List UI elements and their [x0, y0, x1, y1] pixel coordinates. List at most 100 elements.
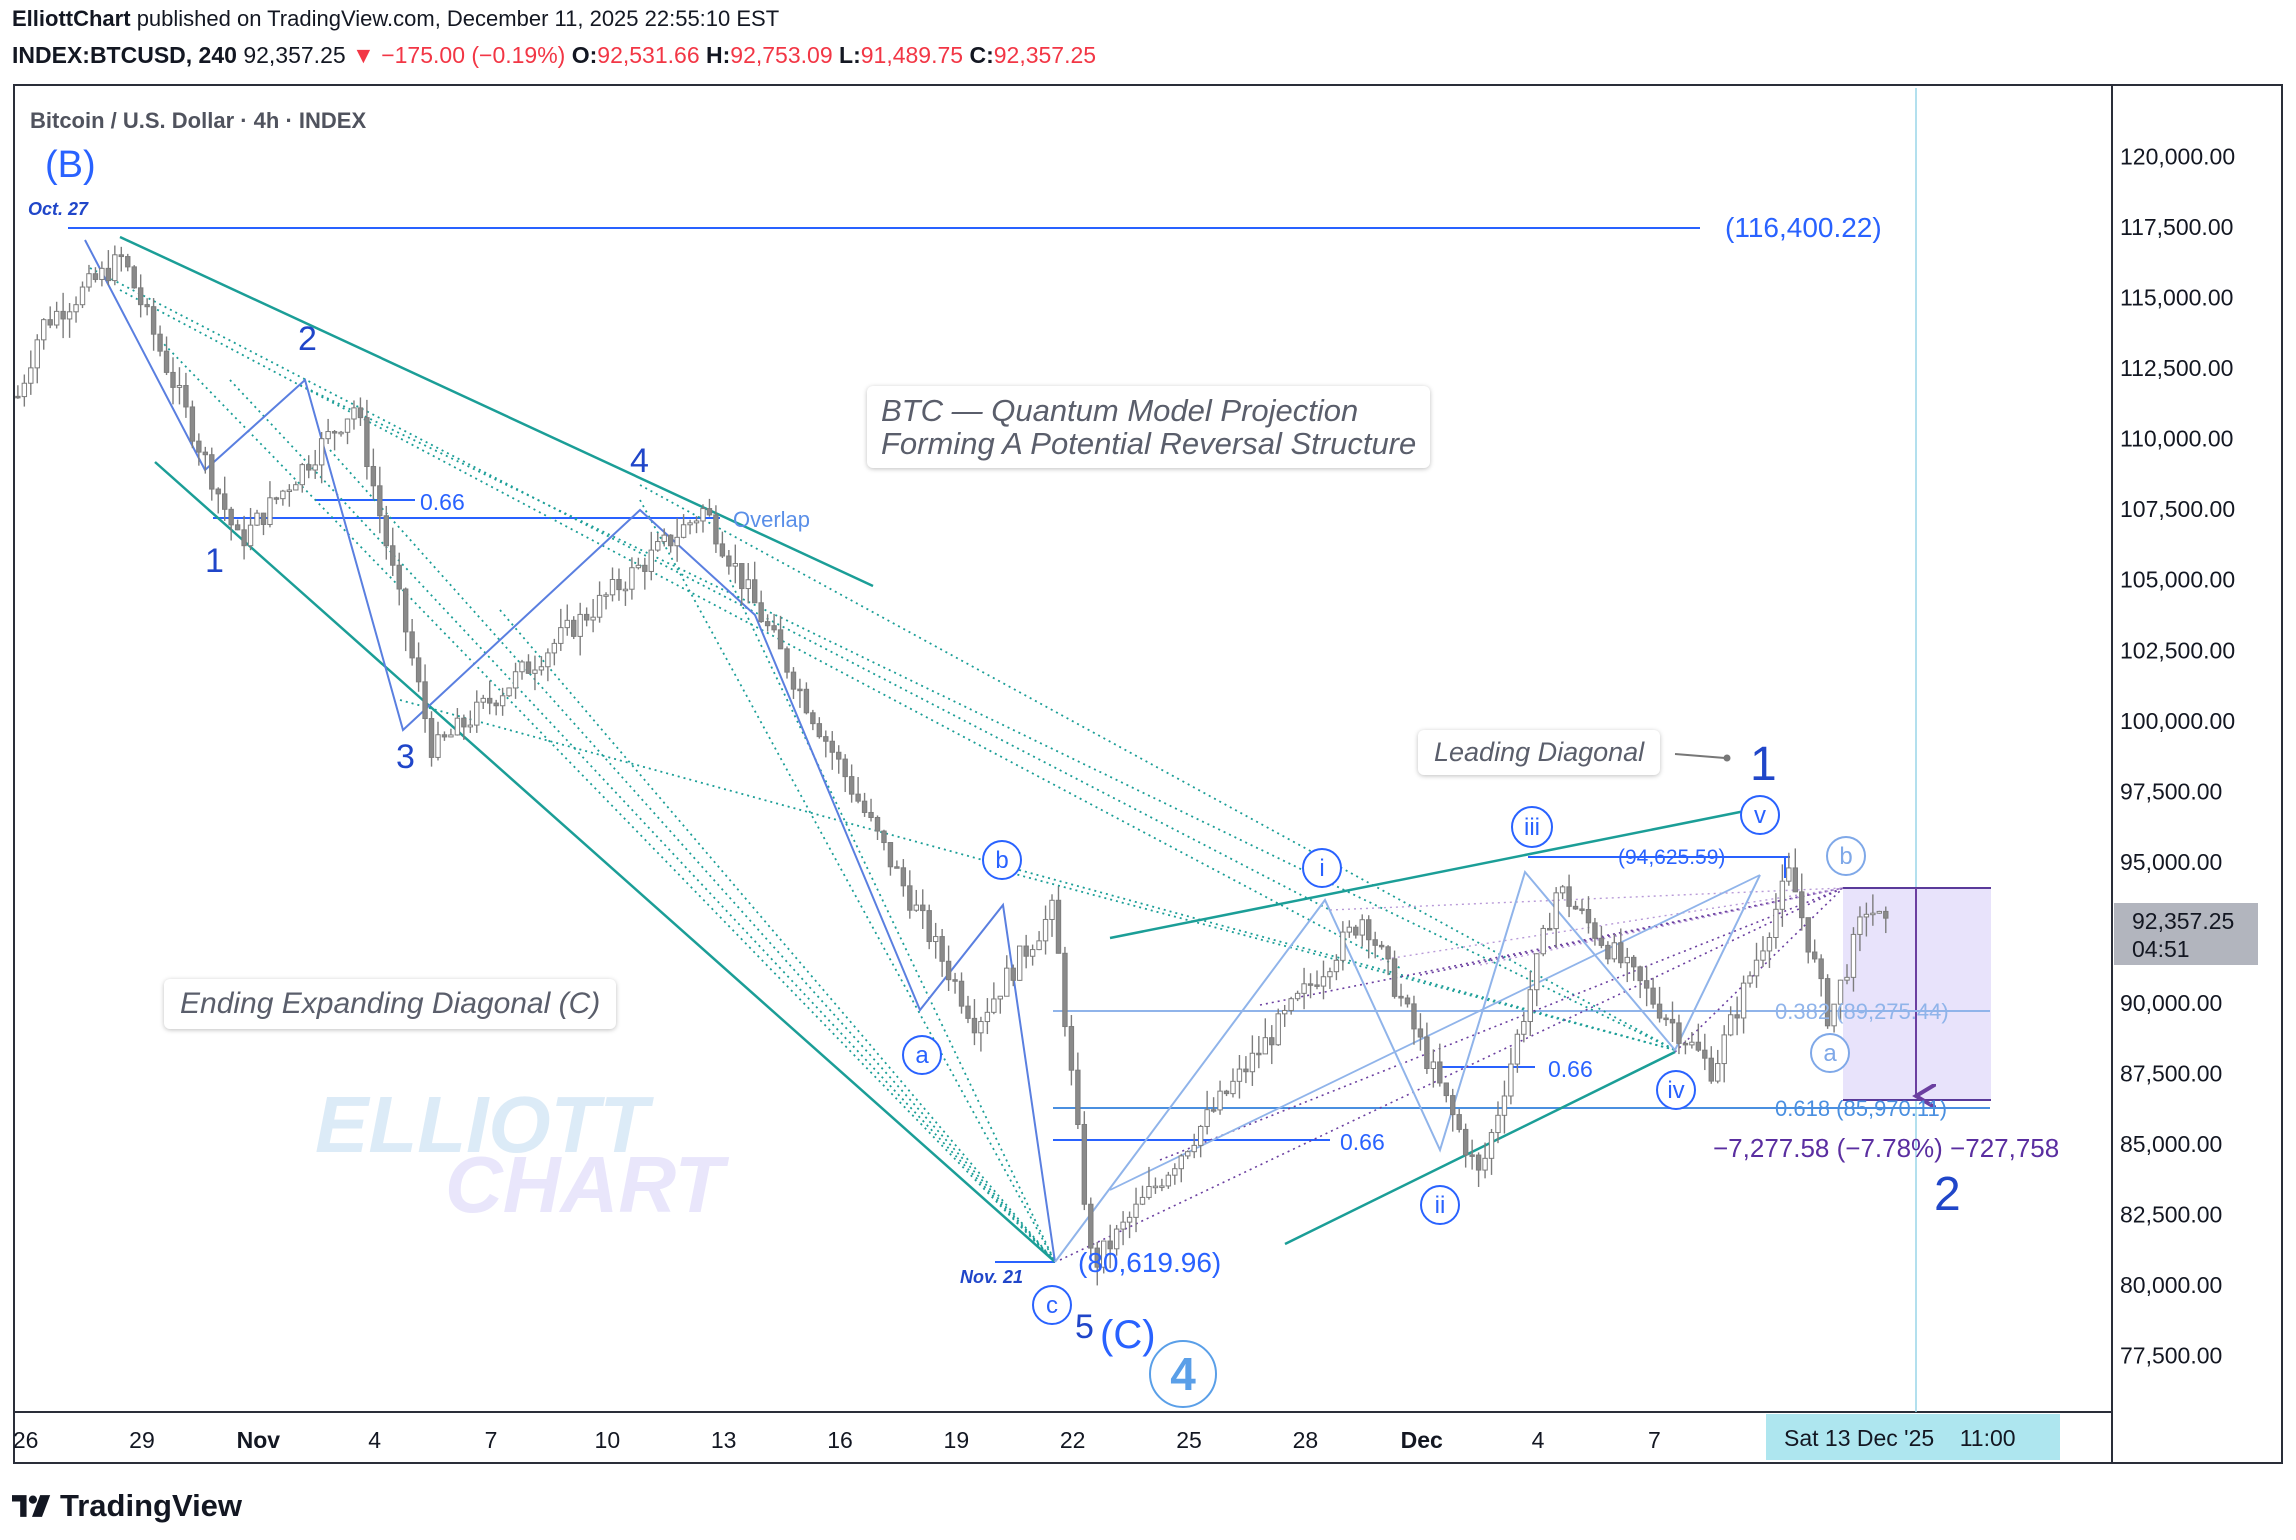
candle-body [357, 407, 364, 419]
level-116400-label: (116,400.22) [1725, 212, 1882, 243]
candle-body [331, 431, 338, 434]
candle-body [1275, 1013, 1281, 1046]
level-94625-label: (94,625.59) [1618, 846, 1725, 869]
down-arrow-icon: ▼ [352, 42, 375, 68]
fan-lines-purple [1059, 887, 1844, 1261]
candle-body [913, 904, 919, 911]
wave-circle [982, 840, 1022, 880]
candle-body [622, 588, 629, 592]
leading-diagonal-lower [1284, 1050, 1676, 1246]
leading-diagonal-box[interactable]: Leading Diagonal [1418, 730, 1661, 775]
candle-body [409, 631, 415, 659]
candle-body [680, 524, 687, 538]
candle-body [1663, 1017, 1669, 1021]
candle-body [1185, 1151, 1191, 1157]
candle-body [674, 536, 680, 547]
candle-body [1204, 1109, 1210, 1127]
nov21-label: Nov. 21 [960, 1267, 1023, 1287]
candle-body [1857, 916, 1863, 935]
candle-body [234, 524, 241, 531]
candle-body [1281, 1009, 1288, 1015]
pointer-dot [1723, 754, 1731, 762]
wave-circle-label: a [915, 1042, 929, 1069]
time-tick-label: 16 [827, 1427, 853, 1453]
wave-circle-label: c [1046, 1292, 1058, 1319]
candle-body [1094, 1247, 1100, 1268]
candle-body [1062, 952, 1068, 1028]
candle-body [1818, 958, 1824, 980]
candle-body [344, 418, 351, 433]
new-wave-1-label: 1 [1750, 738, 1777, 791]
candle-body [965, 1005, 971, 1019]
candle-body [183, 385, 189, 408]
wave-circle-label: iii [1524, 814, 1540, 841]
candle-body [228, 508, 234, 526]
candle-body [861, 800, 868, 813]
candle-body [506, 687, 512, 697]
wave-circle-label: 4 [1170, 1348, 1196, 1400]
candle-body [21, 382, 28, 398]
candle-body [435, 734, 441, 758]
wave-circle-label: iv [1667, 1077, 1684, 1104]
candle-body [991, 998, 997, 1013]
candle-body [829, 740, 835, 753]
candle-body [1553, 892, 1559, 930]
candle-body [1178, 1155, 1184, 1170]
candle-body [952, 979, 958, 982]
candle-body [907, 885, 913, 911]
price-axis[interactable]: 120,000.00 117,500.00 115,000.00 112,500.00… [2120, 144, 2235, 1369]
candle-body [1230, 1080, 1236, 1095]
current-price-tag [2114, 903, 2258, 965]
candle-body [1133, 1203, 1139, 1218]
candle-body [1727, 1014, 1734, 1036]
wave-circle [1740, 795, 1780, 835]
candle-body [196, 440, 202, 453]
candle-body [118, 254, 124, 258]
candle-body [1598, 937, 1605, 946]
candle-body [693, 520, 700, 524]
candle-body [706, 508, 713, 516]
wave-circle-label: b [995, 847, 1008, 874]
time-axis[interactable]: 26 29 Nov 4 7 10 13 16 19 22 25 28 Dec 4 7 [13, 1427, 1661, 1453]
time-tick-label: Dec [1401, 1427, 1443, 1453]
candle-body [1430, 1061, 1437, 1070]
candle-body [790, 671, 797, 690]
candle-body [41, 319, 47, 341]
candle-body [1792, 867, 1798, 893]
price-tick-label: 80,000.00 [2120, 1272, 2222, 1298]
tradingview-logo[interactable]: TradingView [12, 1488, 242, 1524]
candle-body [1870, 912, 1876, 916]
candle-body [1411, 1003, 1417, 1030]
wave-circle-label: b [1839, 843, 1852, 870]
candle-body [874, 816, 881, 832]
candle-body [1391, 958, 1398, 997]
candle-body [1210, 1109, 1217, 1112]
candle-body [86, 273, 92, 288]
candle-body [144, 304, 150, 308]
price-tick-label: 117,500.00 [2120, 214, 2233, 240]
candle-body [1631, 956, 1637, 968]
candle-body [1146, 1185, 1152, 1198]
title-box[interactable]: BTC — Quantum Model Projection Forming A… [867, 386, 1431, 468]
candle-body [1217, 1090, 1223, 1111]
candle-body [1747, 975, 1753, 984]
candle-body [609, 579, 616, 596]
time-tick-label: 19 [944, 1427, 970, 1453]
candle-body [1294, 992, 1301, 1000]
candle-body [1139, 1196, 1146, 1205]
candle-body [920, 904, 926, 912]
ending-diagonal-box[interactable]: Ending Expanding Diagonal (C) [164, 979, 617, 1029]
author-name[interactable]: ElliottChart [12, 6, 131, 31]
candle-body [1773, 908, 1779, 939]
candle-body [732, 563, 739, 567]
candle-body [1010, 967, 1016, 981]
candle-body [1624, 956, 1630, 964]
candle-body [1243, 1068, 1249, 1073]
candle-body [131, 266, 137, 289]
wave-B-label: (B) [45, 144, 96, 186]
candle-body [971, 1017, 978, 1034]
candle-body [1307, 983, 1314, 986]
candle-body [1262, 1037, 1269, 1055]
candle-body [1721, 1034, 1727, 1065]
